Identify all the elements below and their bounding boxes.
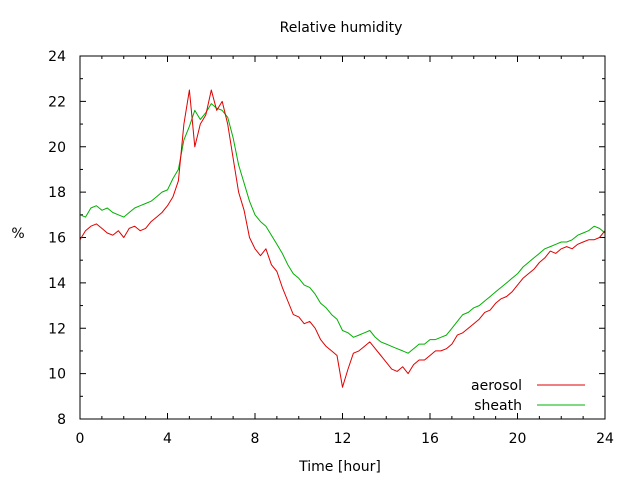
y-tick-label: 22 [48, 94, 66, 110]
y-tick-label: 18 [48, 185, 66, 201]
y-tick-label: 8 [57, 412, 66, 428]
y-tick-label: 24 [48, 49, 66, 65]
series-line-aerosol [79, 89, 606, 388]
x-tick-label: 16 [421, 431, 439, 447]
y-tick-label: 14 [48, 276, 66, 292]
x-tick-label: 20 [509, 431, 527, 447]
y-tick-label: 10 [48, 367, 66, 383]
x-tick-label: 4 [163, 431, 172, 447]
x-tick-label: 12 [334, 431, 352, 447]
x-tick-label: 8 [251, 431, 260, 447]
axis-ticks: 0 4 8 12 16 20 24 8 10 12 14 16 18 20 22 24 [48, 49, 614, 447]
legend-label-sheath: sheath [474, 398, 522, 414]
series-lines [79, 89, 606, 388]
y-tick-label: 12 [48, 321, 66, 337]
y-tick-label: 20 [48, 140, 66, 156]
y-tick-label: 16 [48, 231, 66, 247]
y-axis-label: % [11, 226, 24, 242]
series-line-sheath [79, 103, 606, 354]
plot-frame [79, 55, 606, 420]
legend-label-aerosol: aerosol [471, 378, 522, 394]
x-axis-label: Time [hour] [298, 459, 381, 475]
x-tick-label: 24 [596, 431, 614, 447]
x-tick-label: 0 [76, 431, 85, 447]
legend: aerosol sheath [471, 378, 585, 414]
chart-title: Relative humidity [280, 20, 403, 36]
